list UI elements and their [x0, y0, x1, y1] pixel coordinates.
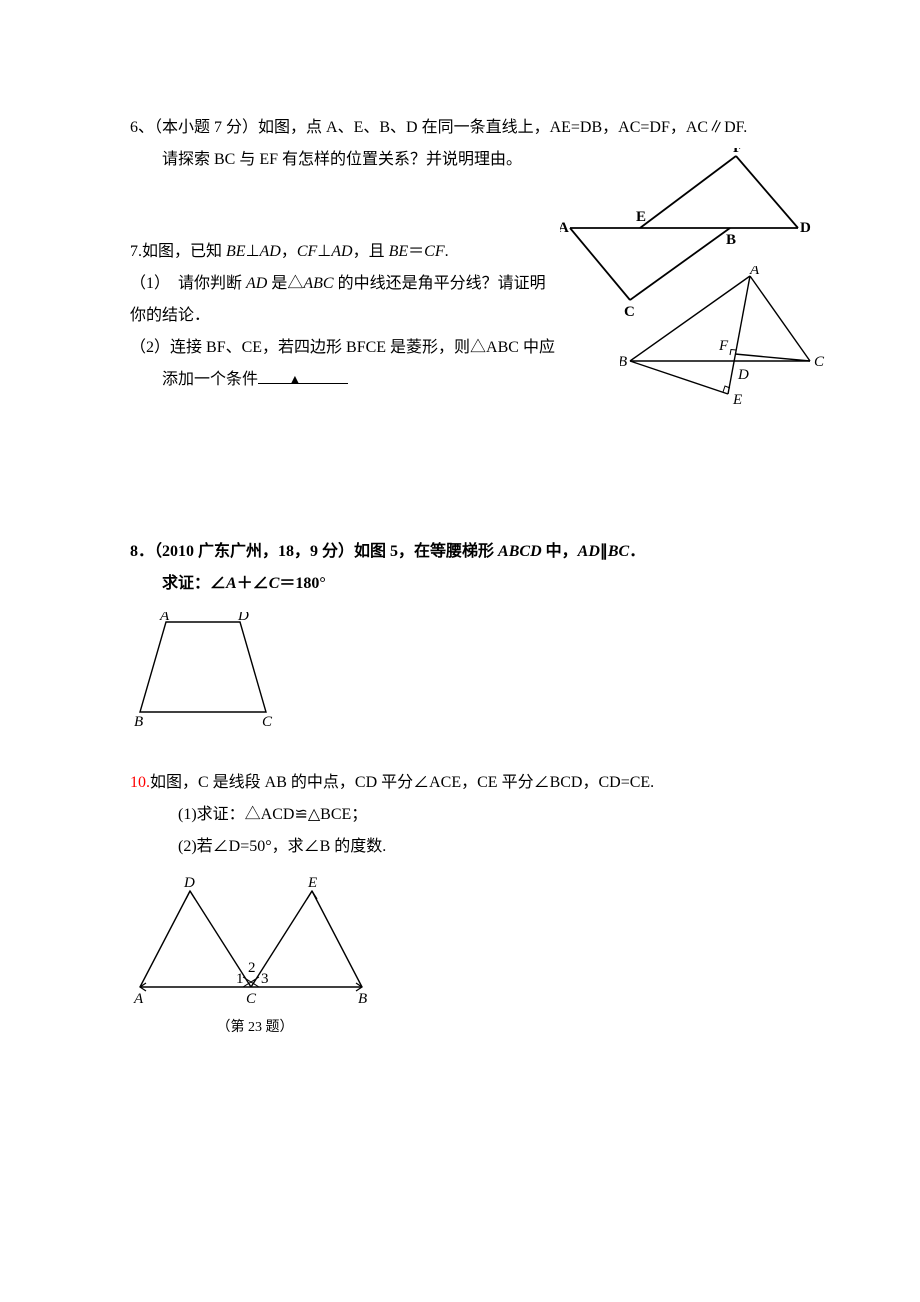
- p6-line1: （本小题 7 分）如图，点 A、E、B、D 在同一条直线上，AE=DB，AC=D…: [154, 119, 747, 136]
- p7-part1: 请你判断 AD 是△ABC 的中线还是角平分线？请证明: [162, 275, 546, 292]
- p8-label-C: C: [262, 714, 273, 730]
- p10-stem: 如图，C 是线段 AB 的中点，CD 平分∠ACE，CE 平分∠BCD，CD=C…: [150, 774, 654, 791]
- p8-stem: 如图 5，在等腰梯形 ABCD 中，AD∥BC．: [354, 543, 645, 560]
- p10-svg: 1 2 3 A B C D E: [130, 877, 380, 1007]
- p8-label: 8．: [130, 543, 154, 560]
- fill-blank[interactable]: ▲: [258, 367, 348, 384]
- p10-line-ad: [140, 891, 190, 987]
- p7-part2b: 添加一个条件: [162, 371, 258, 388]
- p8-figure: A D B C: [130, 612, 820, 737]
- p7-label-D: D: [737, 367, 749, 383]
- p7-label-A: A: [749, 266, 760, 278]
- p10-angle-1: 1: [236, 971, 244, 987]
- p7-part1-line: （1） 请你判断 AD 是△ABC 的中线还是角平分线？请证明: [130, 268, 560, 300]
- p8-trapezoid: [140, 622, 266, 712]
- p6-label-F: F: [733, 148, 742, 156]
- p7-label-B: B: [620, 354, 627, 370]
- p7-label-E: E: [732, 392, 742, 408]
- p10-figure: 1 2 3 A B C D E （第 23 题）: [130, 877, 820, 1036]
- p7-label: 7.: [130, 243, 142, 260]
- p7-intro-line: 7.如图，已知 BE⊥AD，CF⊥AD，且 BE＝CF.: [130, 236, 560, 268]
- p7-part1-label: （1）: [130, 275, 162, 292]
- p7-part2-label: （2）: [130, 339, 170, 356]
- problem-6: 6、（本小题 7 分）如图，点 A、E、B、D 在同一条直线上，AE=DB，AC…: [130, 112, 820, 176]
- p10-apex-d: [186, 891, 195, 899]
- p10-label-E: E: [307, 877, 317, 891]
- p8-label-A: A: [159, 612, 170, 624]
- p10-label-A: A: [133, 991, 144, 1007]
- p7-svg: A B C D E F: [620, 266, 830, 411]
- p6-label-D: D: [800, 220, 811, 236]
- p8-source: （2010 广东广州，18，9 分）: [154, 543, 354, 560]
- p10-angle-3: 3: [261, 971, 269, 987]
- p8-prove: 求证：∠A＋∠C＝180°: [130, 568, 820, 600]
- p7-figure: A B C D E F: [620, 266, 830, 416]
- p7-line-cf: [735, 354, 810, 361]
- p10-caption: （第 23 题）: [130, 1016, 380, 1036]
- p7-label-F: F: [718, 338, 729, 354]
- p7-part1b: 你的结论．: [130, 300, 560, 332]
- p10-part1: (1)求证：△ACD≌△BCE；: [130, 799, 820, 831]
- p8-stem-line: 8．（2010 广东广州，18，9 分）如图 5，在等腰梯形 ABCD 中，AD…: [130, 536, 820, 568]
- p7-part2: 连接 BF、CE，若四边形 BFCE 是菱形，则△ABC 中应: [170, 339, 555, 356]
- p7-line-ca: [750, 276, 810, 361]
- p7-line-be: [630, 361, 728, 394]
- p10-label-D: D: [183, 877, 195, 891]
- p6-line-fd: [736, 156, 798, 228]
- p8-label-D: D: [237, 612, 249, 624]
- p10-line-eb: [312, 891, 362, 987]
- p6-text-line1: 6、（本小题 7 分）如图，点 A、E、B、D 在同一条直线上，AE=DB，AC…: [130, 112, 820, 144]
- p6-label-A: A: [560, 220, 569, 236]
- p8-svg: A D B C: [130, 612, 280, 732]
- p6-line-ef: [640, 156, 736, 228]
- p6-label: 6、: [130, 119, 154, 136]
- p7-part2-line: （2）连接 BF、CE，若四边形 BFCE 是菱形，则△ABC 中应: [130, 332, 560, 364]
- p10-label: 10.: [130, 774, 150, 791]
- p10-angle-2: 2: [248, 960, 256, 976]
- problem-10: 10.如图，C 是线段 AB 的中点，CD 平分∠ACE，CE 平分∠BCD，C…: [130, 767, 820, 1036]
- p7-part2b-line: 添加一个条件▲: [130, 364, 560, 396]
- triangle-icon: ▲: [288, 367, 302, 395]
- p7-line-ab: [630, 276, 750, 361]
- problem-8: 8．（2010 广东广州，18，9 分）如图 5，在等腰梯形 ABCD 中，AD…: [130, 536, 820, 737]
- p6-label-E: E: [636, 209, 646, 225]
- p8-label-B: B: [134, 714, 143, 730]
- p10-stem-line: 10.如图，C 是线段 AB 的中点，CD 平分∠ACE，CE 平分∠BCD，C…: [130, 767, 820, 799]
- p10-label-C: C: [246, 991, 257, 1007]
- p7-intro: 如图，已知 BE⊥AD，CF⊥AD，且 BE＝CF.: [142, 243, 449, 260]
- p10-part2: (2)若∠D=50°，求∠B 的度数.: [130, 831, 820, 863]
- problem-7: 7.如图，已知 BE⊥AD，CF⊥AD，且 BE＝CF. （1） 请你判断 AD…: [130, 236, 820, 396]
- p10-label-B: B: [358, 991, 367, 1007]
- p7-label-C: C: [814, 354, 825, 370]
